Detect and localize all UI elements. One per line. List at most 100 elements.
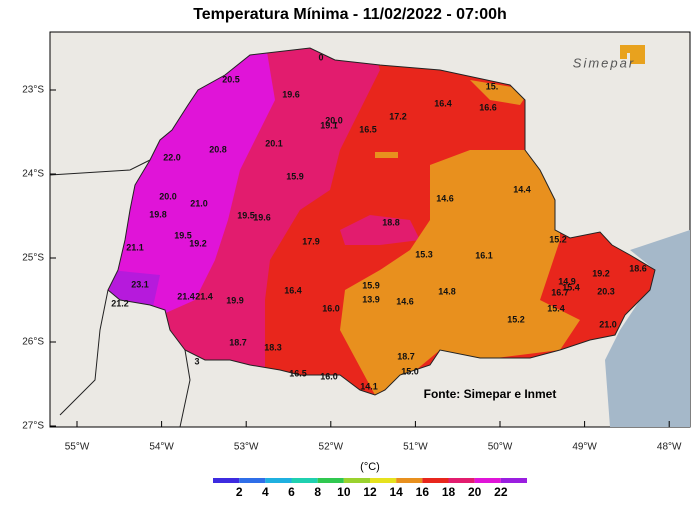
lat-label: 24°S bbox=[22, 169, 44, 180]
station-value: 18.7 bbox=[229, 337, 247, 347]
station-value: 21.2 bbox=[111, 298, 129, 308]
legend-swatch bbox=[474, 478, 501, 483]
lon-label: 52°W bbox=[319, 442, 344, 453]
station-value: 18.3 bbox=[264, 342, 282, 352]
station-value: 16.0 bbox=[320, 371, 338, 381]
legend-label: 6 bbox=[288, 485, 295, 499]
station-value: 3 bbox=[194, 356, 199, 366]
legend-label: 2 bbox=[236, 485, 243, 499]
station-value: 15.9 bbox=[286, 171, 304, 181]
legend-swatch bbox=[265, 478, 292, 483]
station-value: 21.0 bbox=[599, 319, 617, 329]
lat-label: 23°S bbox=[22, 85, 44, 96]
lat-label: 25°S bbox=[22, 253, 44, 264]
station-value: 16.4 bbox=[284, 285, 302, 295]
station-value: 15.4 bbox=[547, 303, 565, 313]
station-value: 15.3 bbox=[415, 249, 433, 259]
station-value: 16.6 bbox=[479, 102, 497, 112]
station-value: 16.1 bbox=[475, 250, 493, 260]
station-value: 15.2 bbox=[507, 314, 525, 324]
station-value: 15.2 bbox=[549, 234, 567, 244]
station-value: 15.4 bbox=[562, 282, 580, 292]
station-value: 18.6 bbox=[629, 263, 647, 273]
station-value: 21.0 bbox=[190, 198, 208, 208]
station-value: 16.0 bbox=[322, 303, 340, 313]
station-value: 15. bbox=[486, 81, 499, 91]
station-value: 16.5 bbox=[359, 124, 377, 134]
station-value: 21.4 bbox=[195, 291, 213, 301]
legend-label: 8 bbox=[314, 485, 321, 499]
station-value: 16.5 bbox=[289, 368, 307, 378]
station-value: 19.9 bbox=[226, 295, 244, 305]
lon-label: 54°W bbox=[149, 442, 174, 453]
station-value: 20.0 bbox=[325, 115, 343, 125]
station-value: 19.2 bbox=[592, 268, 610, 278]
legend-swatch bbox=[317, 478, 344, 483]
legend-label: 14 bbox=[389, 485, 403, 499]
station-value: 19.8 bbox=[149, 209, 167, 219]
station-value: 18.8 bbox=[382, 217, 400, 227]
title: Temperatura Mínima - 11/02/2022 - 07:00h bbox=[193, 6, 507, 23]
logo: Simepar bbox=[573, 45, 645, 70]
state-border bbox=[107, 47, 656, 396]
ocean bbox=[605, 230, 690, 427]
lat-label: 26°S bbox=[22, 337, 44, 348]
station-value: 19.1 bbox=[320, 120, 338, 130]
legend-unit: (°C) bbox=[360, 461, 380, 473]
station-value: 17.2 bbox=[389, 111, 407, 121]
lat-label: 27°S bbox=[22, 421, 44, 432]
station-value: 19.5 bbox=[237, 210, 255, 220]
station-value: 19.6 bbox=[282, 89, 300, 99]
station-value: 23.1 bbox=[131, 279, 149, 289]
station-value: 20.5 bbox=[222, 74, 240, 84]
legend-label: 4 bbox=[262, 485, 269, 499]
station-value: 14.4 bbox=[513, 184, 531, 194]
legend-swatch bbox=[213, 478, 240, 483]
source: Fonte: Simepar e Inmet bbox=[424, 387, 557, 401]
legend-label: 10 bbox=[337, 485, 351, 499]
station-value: 16.7 bbox=[551, 287, 569, 297]
station-value: 14.9 bbox=[558, 276, 576, 286]
station-value: 21.1 bbox=[126, 242, 144, 252]
station-value: 14.8 bbox=[438, 286, 456, 296]
legend-swatch bbox=[448, 478, 475, 483]
station-value: 22.0 bbox=[163, 152, 181, 162]
station-value: 17.9 bbox=[302, 236, 320, 246]
station-value: 19.2 bbox=[189, 238, 207, 248]
legend-label: 20 bbox=[468, 485, 482, 499]
station-value: 15.9 bbox=[362, 280, 380, 290]
lon-label: 50°W bbox=[488, 442, 513, 453]
station-value: 21.4 bbox=[177, 291, 195, 301]
country-border bbox=[49, 159, 151, 176]
station-value: 20.8 bbox=[209, 144, 227, 154]
station-value: 0 bbox=[318, 52, 323, 62]
legend-swatch bbox=[396, 478, 423, 483]
station-value: 20.1 bbox=[265, 138, 283, 148]
station-value: 20.3 bbox=[597, 286, 615, 296]
lon-label: 53°W bbox=[234, 442, 259, 453]
country-border bbox=[59, 289, 109, 416]
legend-swatch bbox=[370, 478, 397, 483]
legend-swatch bbox=[500, 478, 527, 483]
legend-label: 22 bbox=[494, 485, 508, 499]
lon-label: 48°W bbox=[657, 442, 682, 453]
logo-text: Simepar bbox=[573, 55, 635, 70]
legend-label: 12 bbox=[363, 485, 377, 499]
legend-label: 16 bbox=[416, 485, 430, 499]
legend-swatch bbox=[343, 478, 370, 483]
station-value: 19.6 bbox=[253, 212, 271, 222]
lon-label: 51°W bbox=[403, 442, 428, 453]
lon-label: 55°W bbox=[65, 442, 90, 453]
station-value: 14.6 bbox=[396, 296, 414, 306]
lon-label: 49°W bbox=[572, 442, 597, 453]
station-value: 20.0 bbox=[159, 191, 177, 201]
station-value: 14.6 bbox=[436, 193, 454, 203]
legend-label: 18 bbox=[442, 485, 456, 499]
station-value: 15.0 bbox=[401, 366, 419, 376]
legend-swatch bbox=[291, 478, 318, 483]
legend-swatch bbox=[422, 478, 449, 483]
station-value: 19.5 bbox=[174, 230, 192, 240]
station-value: 16.4 bbox=[434, 98, 452, 108]
station-value: 14.1 bbox=[360, 381, 378, 391]
